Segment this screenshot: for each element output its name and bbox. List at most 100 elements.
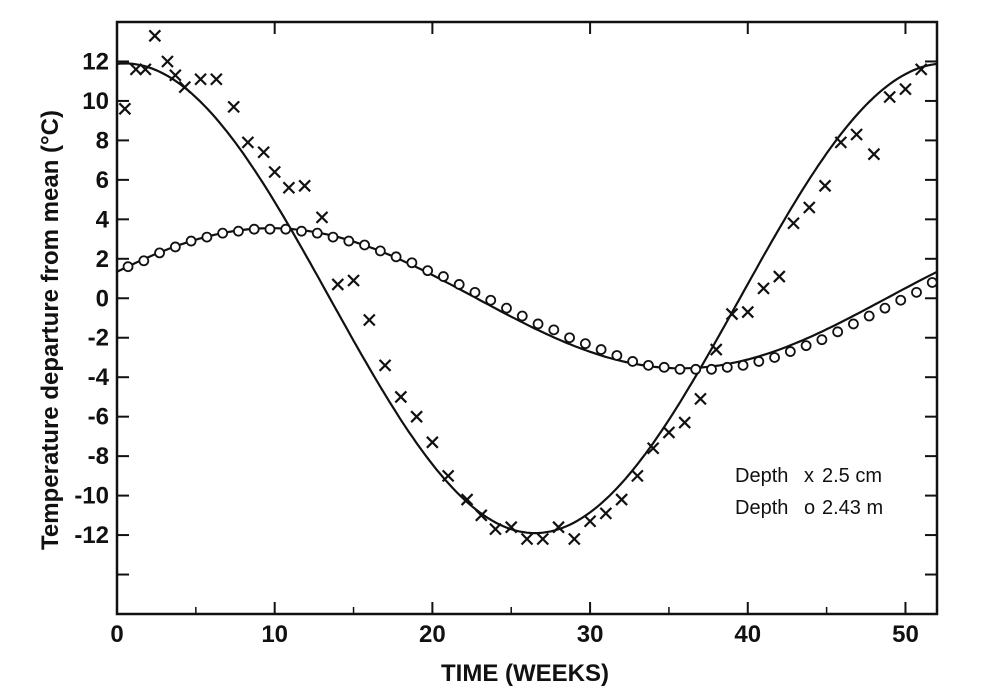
fit-curve-surface [116,62,938,535]
legend-label: Depth [735,465,788,487]
point-o [548,324,560,336]
point-x [298,179,311,193]
point-o [438,271,449,282]
y-tick-label: 10 [82,88,109,115]
point-o [469,286,481,298]
point-x [615,493,628,506]
y-tick-label: -6 [88,404,109,431]
point-o [390,251,402,263]
point-o [595,344,607,355]
point-o [327,231,339,243]
point-x [169,69,182,82]
point-o [201,231,213,243]
point-x [552,520,565,534]
point-x [834,136,848,149]
point-x [583,514,597,528]
point-o [406,257,418,269]
x-tick-label: 10 [261,621,288,648]
point-x [257,145,270,159]
point-o [911,286,922,298]
point-x [129,63,143,76]
point-o [233,225,244,237]
point-o [501,302,512,314]
point-x [504,520,518,534]
point-o [800,340,812,352]
y-tick-label: -12 [74,522,109,549]
point-x [914,63,928,76]
point-o [784,346,796,357]
point-x [410,410,423,423]
point-x [599,507,613,520]
y-tick-label: 12 [82,48,109,75]
point-x [194,72,207,86]
point-x [241,136,255,149]
point-x [178,80,192,94]
point-o [311,227,323,239]
point-o [217,227,229,239]
point-o [532,318,544,330]
y-tick-label: 0 [96,285,109,312]
point-x [268,165,281,179]
point-x [118,102,132,116]
point-o [359,239,370,251]
point-o [138,255,150,267]
point-x [148,29,162,43]
point-x [867,147,881,161]
point-o [579,338,591,350]
point-o [706,363,717,375]
point-x [725,307,739,321]
legend-depth-value: 2.43 m [822,497,883,519]
point-o [643,359,654,371]
data-points [118,29,938,546]
point-o [122,261,134,273]
x-tick-label: 50 [892,621,919,648]
point-o [816,334,828,346]
x-tick-label: 0 [110,621,123,648]
point-x [426,436,439,449]
point-x [631,469,644,483]
point-x [161,55,174,68]
x-axis-ticks: 0 10 20 30 40 50 [110,22,919,648]
point-x [757,282,770,295]
point-x [741,305,755,319]
point-o [564,332,575,344]
x-tick-label: 30 [577,621,604,648]
fit-curve-deep [116,227,938,370]
y-tick-label: 6 [96,167,109,194]
legend-item-deep: Depth o 2.43 m [735,497,883,519]
point-o [737,359,749,371]
point-x [282,181,296,195]
legend-symbol-o: o [804,497,815,519]
point-x [347,274,360,287]
point-o [895,294,907,306]
point-x [818,179,832,193]
point-o [721,361,733,373]
point-o [674,363,686,375]
point-x [139,63,152,76]
point-o [832,326,844,338]
point-x [678,416,691,429]
y-tick-label: 8 [96,127,109,154]
plot-frame [115,20,939,616]
point-x [378,359,392,372]
y-tick-label: 2 [96,246,109,273]
point-x [460,493,474,506]
point-x [899,82,912,96]
x-tick-label: 20 [419,621,446,648]
point-o [169,241,181,253]
y-tick-label: 4 [96,206,110,233]
point-x [694,392,707,406]
point-x [883,90,896,104]
point-o [264,223,276,235]
point-x [662,426,676,439]
point-o [422,265,434,277]
legend-label: Depth [735,497,788,519]
point-o [769,352,780,363]
point-o [154,247,165,259]
legend: Depth x 2.5 cm Depth o 2.43 m [735,465,883,519]
point-x [227,100,240,114]
legend-symbol-x: x [804,465,814,487]
point-o [926,277,938,288]
point-x [787,217,800,230]
